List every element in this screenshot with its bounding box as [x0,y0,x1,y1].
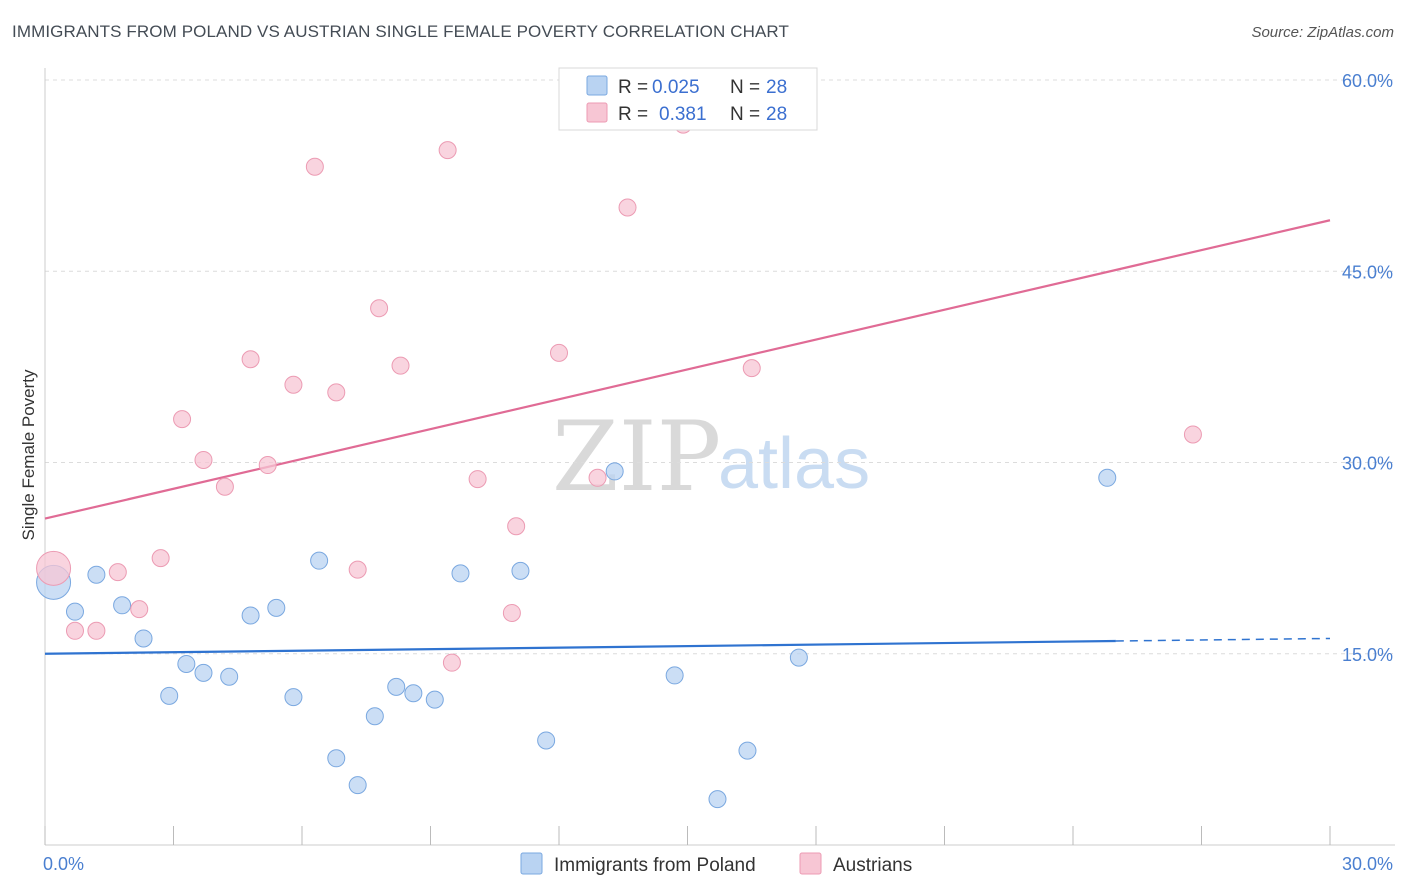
x-tick-label-max: 30.0% [1342,854,1393,874]
chart-title: IMMIGRANTS FROM POLAND VS AUSTRIAN SINGL… [12,22,789,41]
point-austrians [502,603,521,622]
point-poland [113,596,132,615]
series-legend-swatch-poland [520,852,543,875]
point-austrians [438,141,457,160]
series-legend: Immigrants from Poland Austrians [520,852,912,876]
point-austrians [130,600,149,619]
point-austrians [370,299,389,318]
point-austrians [742,359,761,378]
point-poland [404,684,423,703]
point-poland [310,551,329,570]
legend-r-label-austrians: R = [618,104,648,125]
watermark-atlas: atlas [718,424,870,504]
point-austrians [348,560,367,579]
point-poland [87,565,106,584]
point-poland [284,688,303,707]
point-austrians [550,343,568,362]
point-poland [738,741,757,760]
legend-n-label-poland: N = [730,77,760,98]
x-tick-labels: 0.0% 30.0% [43,854,1393,874]
point-austrians [87,621,106,640]
legend-n-value-austrians: 28 [766,104,787,125]
x-tick-label-min: 0.0% [43,854,84,874]
point-poland [327,749,346,768]
point-austrians [65,621,84,640]
legend-r-label-poland: R = [618,77,648,98]
y-tick-label: 60.0% [1342,71,1393,91]
point-poland [708,790,727,809]
legend-swatch-poland [586,75,608,96]
series-legend-label-poland: Immigrants from Poland [554,855,756,876]
point-austrians [442,653,461,672]
point-austrians [284,375,303,394]
legend-n-value-poland: 28 [766,77,787,98]
trendline-austrians [44,219,1331,520]
point-poland [387,677,406,696]
series-legend-label-austrians: Austrians [833,855,912,876]
legend-r-value-poland: 0.025 [652,77,700,98]
legend-swatch-austrians [586,102,608,123]
point-austrians [327,383,346,402]
point-poland [537,731,556,750]
legend-r-value-austrians: 0.381 [659,104,707,125]
point-austrians [391,356,410,375]
point-poland [365,707,384,726]
point-poland [267,598,286,617]
legend-n-label-austrians: N = [730,104,760,125]
point-poland [65,602,84,621]
point-austrians [258,456,277,475]
trendlines [44,219,1331,655]
point-poland [605,462,624,481]
point-austrians [108,563,127,582]
point-poland [134,629,153,648]
watermark: ZIP atlas [552,401,870,513]
series-legend-swatch-austrians [799,852,822,875]
point-austrians [507,517,526,536]
y-axis-title: Single Female Poverty [19,369,38,541]
point-austrians [194,450,213,469]
point-austrians [305,157,324,176]
y-tick-label: 15.0% [1342,645,1393,665]
point-austrians [588,468,607,487]
point-poland [177,654,196,673]
point-poland [241,606,260,625]
point-austrians [1183,425,1202,444]
axes [44,68,1395,846]
stats-legend: R = 0.025 N = 28 R = 0.381 N = 28 [558,67,818,131]
point-austrians [151,549,170,568]
point-poland [220,667,239,686]
point-poland [451,564,470,583]
point-poland [194,663,213,682]
point-austrians [618,198,637,217]
point-austrians [36,550,72,586]
point-austrians [241,350,260,369]
trendline-poland-extrapolated [1115,637,1331,642]
point-austrians [215,477,234,496]
point-austrians [468,470,487,489]
watermark-zip: ZIP [552,401,721,513]
point-poland [789,648,808,667]
point-poland [160,686,179,705]
trendline-poland [44,639,1116,655]
y-tick-label: 45.0% [1342,262,1393,282]
y-tick-label: 30.0% [1342,454,1393,474]
data-points [36,115,1202,809]
point-poland [425,690,444,709]
point-poland [348,776,367,795]
y-tick-labels: 15.0% 30.0% 45.0% 60.0% [1342,71,1393,665]
point-poland [665,666,684,685]
point-poland [1098,468,1117,487]
point-poland [511,561,530,580]
chart-source: Source: ZipAtlas.com [1251,24,1394,41]
point-austrians [173,410,192,429]
